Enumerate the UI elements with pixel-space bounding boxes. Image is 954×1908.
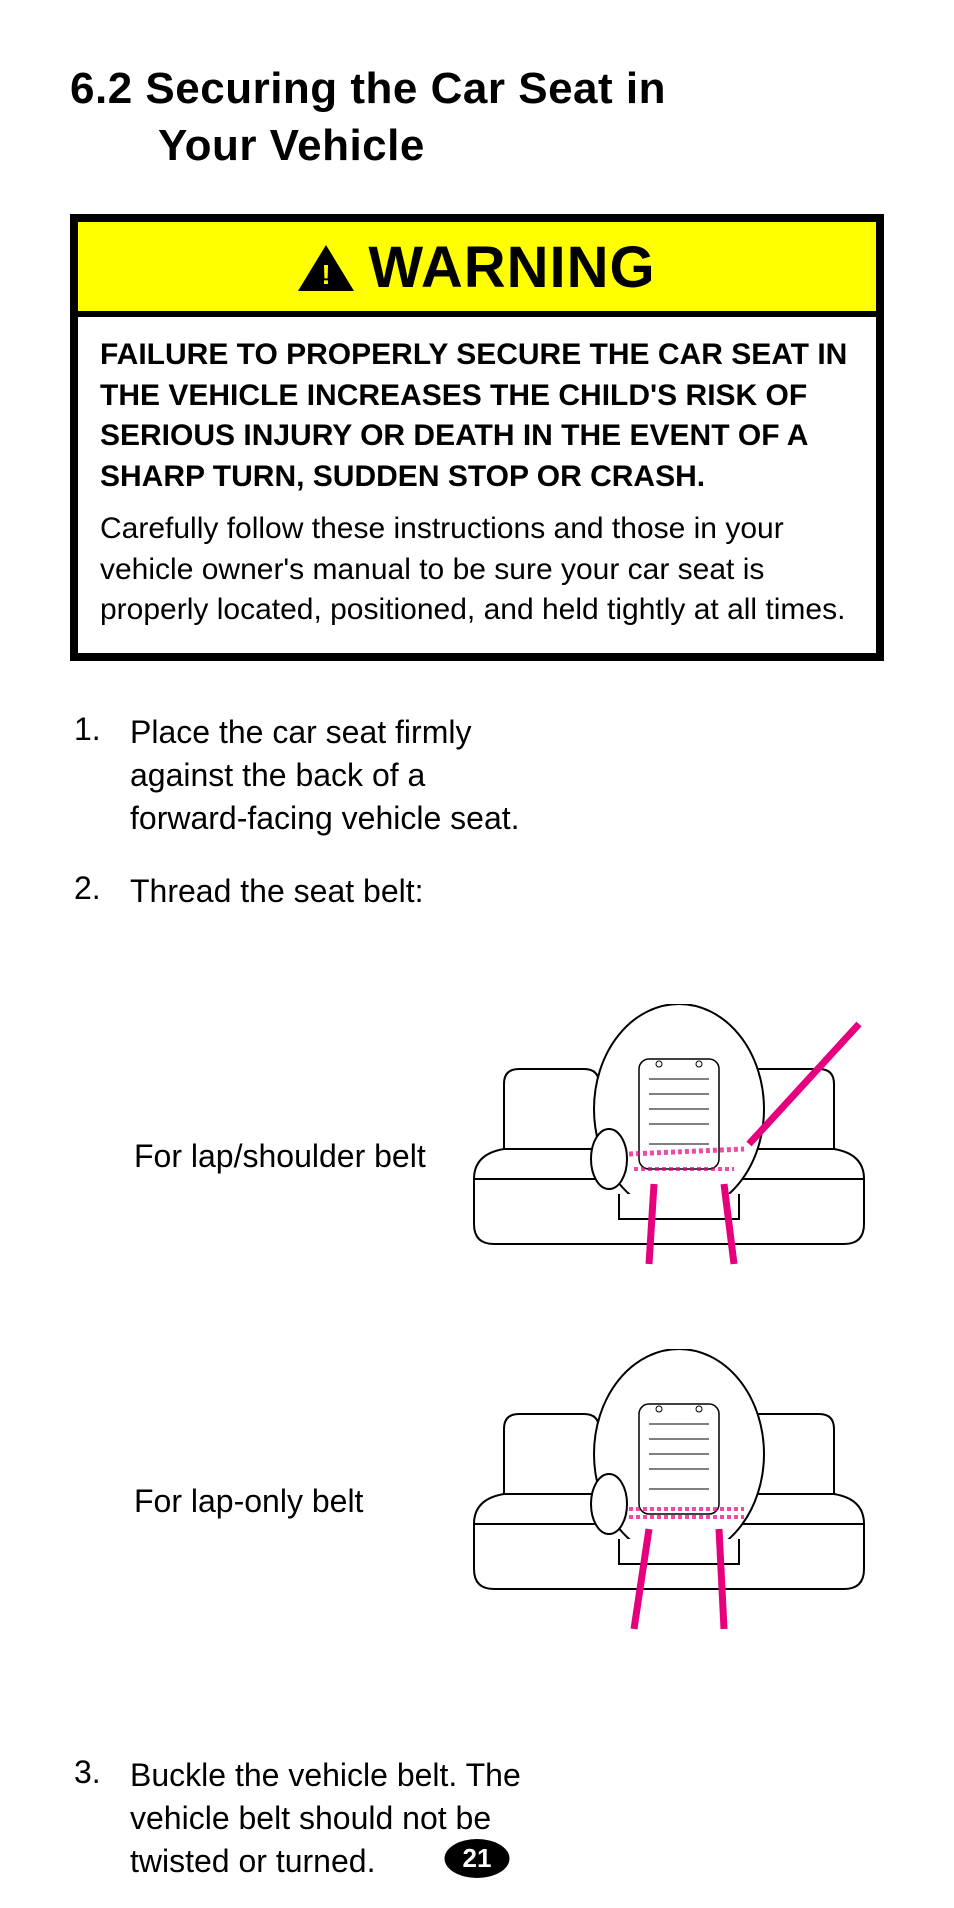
page-number: 21: [445, 1839, 510, 1878]
warning-header: WARNING: [78, 222, 876, 317]
belt-diagram-lap-only: [454, 1349, 884, 1654]
belt-label: For lap-only belt: [74, 1483, 454, 1520]
page-number-value: 21: [445, 1839, 510, 1878]
belt-row-lap-shoulder: For lap/shoulder belt: [74, 1004, 884, 1309]
steps-list: 1. Place the car seat firmly against the…: [70, 711, 884, 1883]
warning-box: WARNING FAILURE TO PROPERLY SECURE THE C…: [70, 214, 884, 661]
belt-label: For lap/shoulder belt: [74, 1138, 454, 1175]
warning-title: WARNING: [368, 234, 655, 301]
belt-diagram-lap-shoulder: [454, 1004, 884, 1309]
warning-body: FAILURE TO PROPERLY SECURE THE CAR SEAT …: [78, 317, 876, 653]
step-text: Thread the seat belt:: [130, 870, 424, 913]
step-number: 2.: [74, 870, 130, 913]
section-title: 6.2 Securing the Car Seat in Your Vehicl…: [70, 60, 884, 174]
warning-bold-text: FAILURE TO PROPERLY SECURE THE CAR SEAT …: [100, 335, 854, 497]
section-title-line1: Securing the Car Seat in: [145, 64, 666, 113]
belt-row-lap-only: For lap-only belt: [74, 1349, 884, 1654]
step-2: 2. Thread the seat belt:: [74, 870, 884, 913]
section-title-line2: Your Vehicle: [70, 117, 884, 174]
step-number: 3.: [74, 1754, 130, 1884]
warning-triangle-icon: [298, 245, 354, 291]
step-text: Place the car seat firmly against the ba…: [130, 711, 530, 841]
step-1: 1. Place the car seat firmly against the…: [74, 711, 884, 841]
section-number: 6.2: [70, 60, 133, 117]
step-number: 1.: [74, 711, 130, 841]
warning-body-text: Carefully follow these instructions and …: [100, 509, 854, 631]
